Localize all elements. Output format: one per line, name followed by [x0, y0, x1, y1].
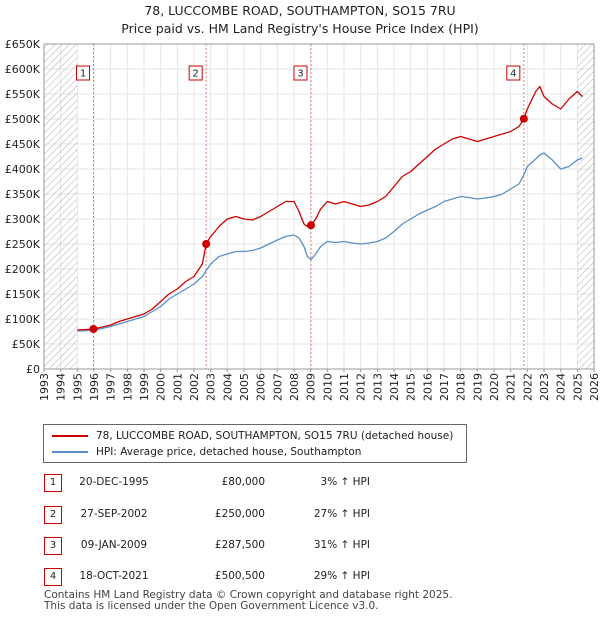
x-tick-label: 2023	[538, 373, 551, 401]
hpi-series-line	[77, 152, 583, 332]
sale-price: £500,500	[214, 570, 265, 582]
sale-point	[307, 221, 315, 230]
x-tick-label: 2014	[388, 373, 401, 401]
y-tick-label: £550K	[5, 88, 41, 101]
sale-row: 4 18-OCT-2021 £500,500 29% ↑ HPI	[0, 566, 600, 586]
sale-row: 1 20-DEC-1995 £80,000 3% ↑ HPI	[0, 472, 600, 492]
sale-label-text: 1	[80, 69, 86, 80]
hatched-region	[577, 44, 594, 369]
sale-point	[519, 114, 528, 123]
x-tick-label: 2015	[405, 373, 418, 401]
sale-hpi-change: 27% ↑ HPI	[313, 508, 370, 520]
property-series-line	[77, 85, 583, 331]
x-tick-label: 2003	[205, 373, 218, 401]
price-chart: 1 2 3 4 £0 £50K £100K £150K £200K £250K £300K £350K…	[5, 38, 600, 401]
x-tick-label: 2007	[271, 373, 284, 401]
x-tick-label: 2019	[471, 373, 484, 401]
y-tick-label: £250K	[5, 238, 41, 251]
y-tick-label: £50K	[12, 338, 41, 351]
x-tick-label: 2009	[305, 373, 318, 401]
y-tick-label: £350K	[5, 188, 41, 201]
legend: 78, LUCCOMBE ROAD, SOUTHAMPTON, SO15 7RU…	[43, 424, 467, 463]
sale-price: £287,500	[214, 539, 265, 551]
sale-hpi-change: 3% ↑ HPI	[320, 476, 370, 488]
plot-area	[44, 44, 594, 369]
x-tick-label: 1998	[121, 373, 134, 401]
x-tick-label: 2002	[188, 373, 201, 401]
sale-marker: 3	[44, 537, 62, 555]
sale-date: 09-JAN-2009	[80, 539, 148, 551]
x-tick-label: 2008	[288, 373, 301, 401]
x-tick-label: 2011	[338, 373, 351, 401]
x-tick-label: 2022	[521, 373, 534, 401]
sale-marker: 1	[44, 474, 62, 492]
y-tick-label: £300K	[5, 213, 41, 226]
plot-frame	[43, 43, 595, 370]
footer-copyright: Contains HM Land Registry data © Crown c…	[44, 589, 453, 601]
y-tick-label: £600K	[5, 63, 41, 76]
sale-point	[202, 240, 211, 248]
x-tick-label: 2001	[171, 373, 184, 401]
x-tick-label: 2010	[321, 373, 334, 401]
sale-label-text: 3	[297, 69, 303, 80]
x-tick-label: 2006	[255, 373, 268, 401]
sale-hpi-change: 31% ↑ HPI	[313, 539, 370, 551]
chart-title: 78, LUCCOMBE ROAD, SOUTHAMPTON, SO15 7RU	[144, 3, 456, 18]
x-tick-label: 2024	[555, 373, 568, 401]
x-tick-label: 2012	[355, 373, 368, 401]
x-tick-label: 1996	[88, 373, 101, 401]
legend-swatch-hpi	[52, 451, 88, 453]
x-tick-label: 2025	[571, 373, 584, 401]
sale-date: 20-DEC-1995	[79, 476, 149, 488]
hatched-region	[44, 44, 78, 369]
y-tick-label: £150K	[5, 288, 41, 301]
x-tick-label: 2005	[238, 373, 251, 401]
x-tick-label: 2026	[588, 373, 600, 401]
sale-label-box	[76, 65, 90, 81]
legend-item-hpi: HPI: Average price, detached house, Sout…	[52, 445, 361, 459]
x-tick-label: 1999	[138, 373, 151, 401]
x-tick-label: 1993	[38, 373, 51, 401]
x-tick-label: 2018	[455, 373, 468, 401]
x-tick-label: 2021	[505, 373, 518, 401]
y-tick-label: £450K	[5, 138, 41, 151]
footer: Contains HM Land Registry data © Crown c…	[44, 590, 452, 612]
sale-marker: 4	[44, 568, 62, 586]
y-tick-label: £500K	[5, 113, 41, 126]
legend-swatch-property	[52, 435, 88, 437]
x-tick-label: 1994	[55, 373, 68, 401]
footer-licence: This data is licensed under the Open Gov…	[44, 600, 379, 612]
sale-date: 27-SEP-2002	[80, 508, 148, 520]
sale-marker: 2	[44, 506, 62, 524]
chart-subtitle: Price paid vs. HM Land Registry's House …	[121, 21, 479, 36]
legend-item-property: 78, LUCCOMBE ROAD, SOUTHAMPTON, SO15 7RU…	[52, 429, 453, 443]
x-tick-label: 2000	[155, 373, 168, 401]
x-tick-label: 2016	[421, 373, 434, 401]
sale-label-box	[506, 65, 521, 81]
legend-label-hpi: HPI: Average price, detached house, Sout…	[96, 446, 362, 458]
x-tick-label: 2017	[438, 373, 451, 401]
y-tick-label: £100K	[5, 313, 41, 326]
x-tick-label: 2004	[221, 373, 234, 401]
y-tick-label: £650K	[5, 38, 41, 51]
y-tick-label: £200K	[5, 263, 41, 276]
y-tick-label: £400K	[5, 163, 41, 176]
x-tick-label: 2020	[488, 373, 501, 401]
x-tick-label: 1997	[105, 373, 118, 401]
x-tick-label: 2013	[371, 373, 384, 401]
sale-label-text: 2	[192, 69, 198, 80]
sale-date: 18-OCT-2021	[79, 570, 149, 582]
sale-row: 3 09-JAN-2009 £287,500 31% ↑ HPI	[0, 535, 600, 555]
sale-price: £250,000	[214, 508, 265, 520]
y-tick-label: £0	[26, 363, 40, 376]
sale-hpi-change: 29% ↑ HPI	[313, 570, 370, 582]
sale-label-box	[293, 65, 308, 81]
sale-point	[89, 325, 98, 333]
sale-label-text: 4	[510, 69, 516, 80]
sale-price: £80,000	[221, 476, 265, 488]
sale-label-box	[188, 65, 203, 81]
x-tick-label: 1995	[71, 373, 84, 401]
sale-row: 2 27-SEP-2002 £250,000 27% ↑ HPI	[0, 504, 600, 524]
legend-label-property: 78, LUCCOMBE ROAD, SOUTHAMPTON, SO15 7RU…	[96, 430, 454, 442]
